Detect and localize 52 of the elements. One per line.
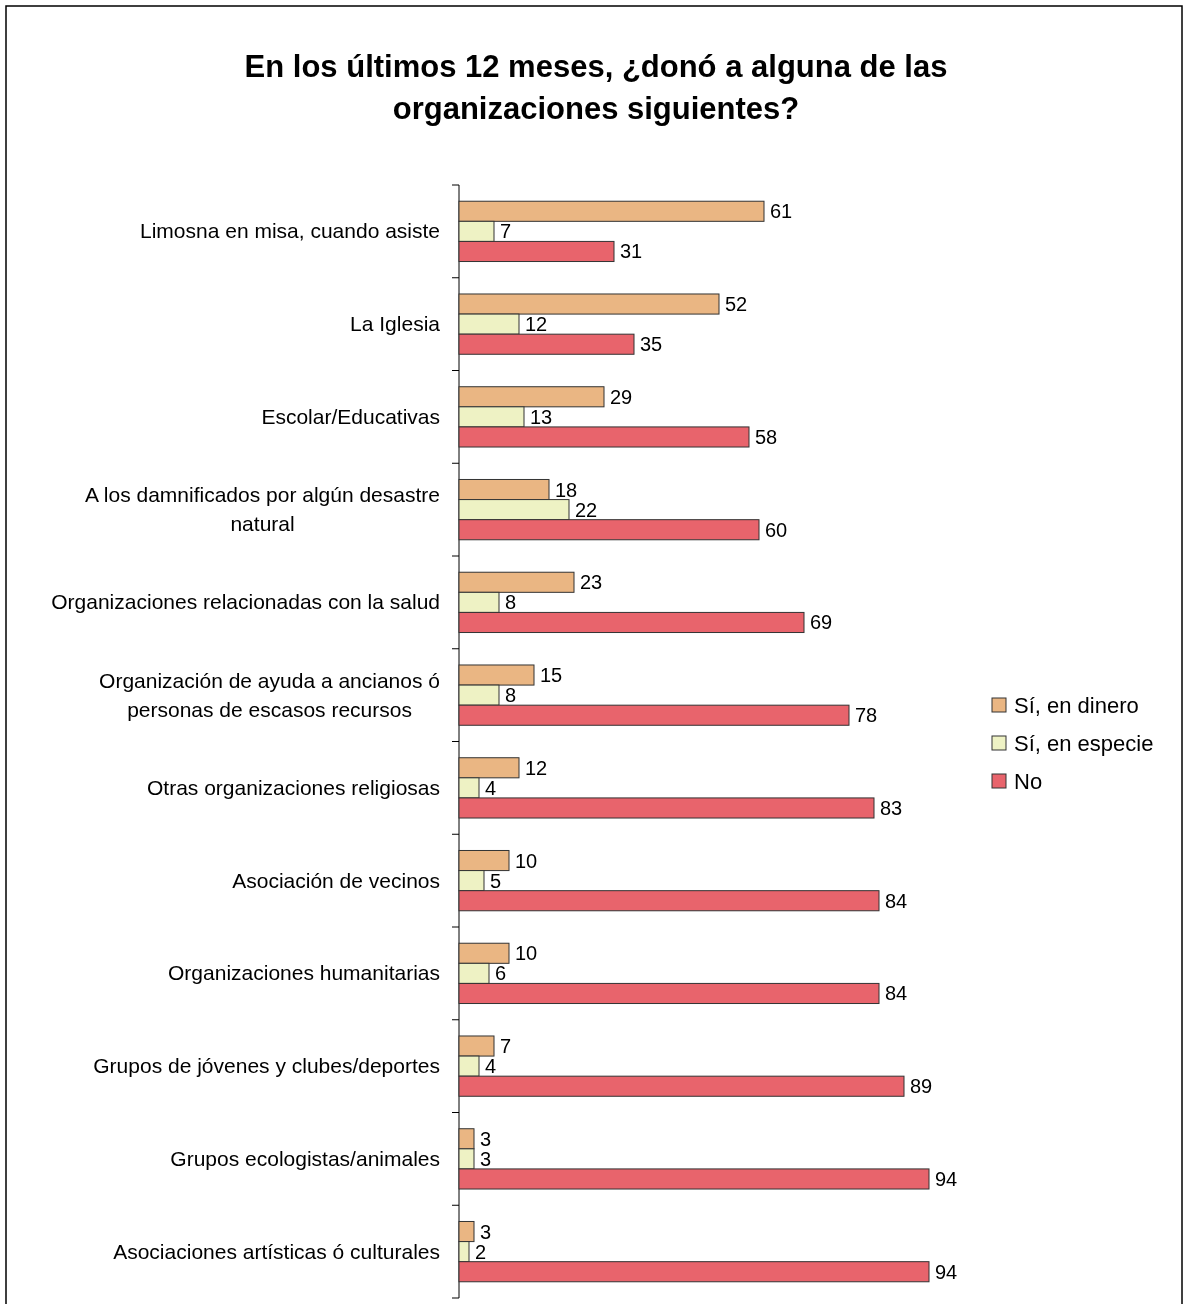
data-label: 78: [855, 704, 878, 727]
data-label: 4: [485, 1055, 497, 1078]
legend-label: No: [1014, 769, 1043, 794]
y-tick-label: Otras organizaciones religiosas: [147, 775, 440, 799]
data-label: 3: [480, 1127, 492, 1150]
data-label: 10: [515, 849, 538, 872]
data-label: 5: [490, 869, 502, 892]
data-label: 94: [935, 1260, 958, 1283]
data-label: 4: [485, 776, 497, 799]
data-label: 84: [885, 982, 908, 1005]
y-tick-label: Limosna en misa, cuando asiste: [140, 219, 440, 243]
data-label: 29: [610, 385, 633, 408]
data-label: 60: [765, 518, 788, 541]
data-label: 31: [620, 240, 643, 263]
data-label: 12: [525, 756, 548, 779]
data-label: 61: [770, 200, 793, 223]
data-label: 35: [640, 333, 663, 356]
data-label: 8: [505, 591, 517, 614]
y-tick-label: Grupos ecologistas/animales: [170, 1146, 440, 1170]
data-label: 83: [880, 796, 903, 819]
data-label: 10: [515, 942, 538, 965]
y-tick-label: Escolar/Educativas: [261, 404, 440, 428]
y-tick-label: Organizaciones relacionadas con la salud: [51, 590, 440, 614]
data-label: 94: [935, 1167, 958, 1190]
data-label: 15: [540, 664, 563, 687]
data-label: 12: [525, 313, 548, 336]
legend-label: Sí, en especie: [1014, 731, 1154, 756]
y-tick-label: Grupos de jóvenes y clubes/deportes: [93, 1054, 440, 1078]
data-label: 2: [475, 1240, 487, 1263]
y-tick-label: Organización de ayuda a ancianos ó personas de escasos recursos: [99, 668, 440, 721]
y-tick-label: La Iglesia: [350, 312, 441, 336]
data-label: 8: [505, 684, 517, 707]
data-label: 23: [580, 571, 603, 594]
data-label: 18: [555, 478, 578, 501]
data-label: 58: [755, 425, 778, 448]
data-label: 7: [500, 220, 512, 243]
data-label: 7: [500, 1035, 512, 1058]
y-tick-label: A los damnificados por algún desastre natural: [85, 483, 440, 536]
data-label: 13: [530, 405, 553, 428]
legend-label: Sí, en dinero: [1014, 693, 1139, 718]
y-tick-label: Asociaciones artísticas ó culturales: [113, 1239, 440, 1263]
data-label: 84: [885, 889, 908, 912]
y-tick-label: Organizaciones humanitarias: [168, 961, 440, 985]
data-label: 69: [810, 611, 833, 634]
data-label: 22: [575, 498, 598, 521]
data-label: 52: [725, 293, 748, 316]
data-label: 6: [495, 962, 507, 985]
data-label: 3: [480, 1220, 492, 1243]
y-tick-label: Asociación de vecinos: [232, 868, 440, 892]
data-label: 89: [910, 1075, 933, 1098]
chart-title: En los últimos 12 meses, ¿donó a alguna de las organizaciones siguientes?: [244, 49, 948, 126]
data-label: 3: [480, 1147, 492, 1170]
